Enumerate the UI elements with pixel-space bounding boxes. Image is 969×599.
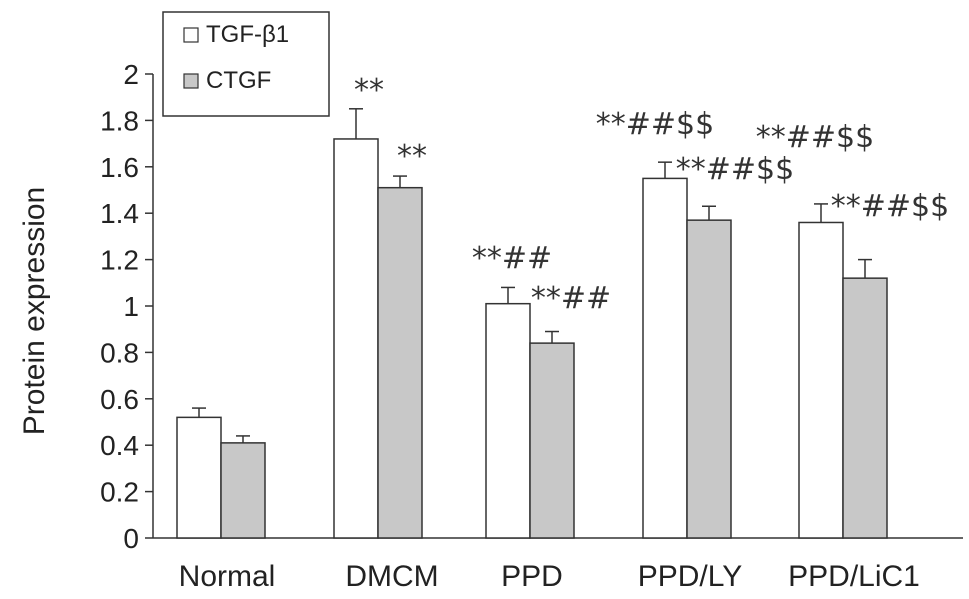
bar-tgf-b1 xyxy=(333,138,379,539)
legend: TGF-β1 CTGF xyxy=(162,11,330,117)
y-tick-label: 0 xyxy=(123,523,139,554)
significance-label: **## xyxy=(531,281,611,316)
category-label: PPD xyxy=(501,560,563,593)
legend-swatch xyxy=(183,27,199,43)
y-tick-label: 0.6 xyxy=(100,384,139,415)
y-tick-label: 1.2 xyxy=(100,245,139,276)
y-tick-label: 0.2 xyxy=(100,477,139,508)
significance-label: **## xyxy=(472,241,552,276)
bar-tgf-b1 xyxy=(642,177,688,539)
y-tick-label: 1 xyxy=(123,291,139,322)
bar-ctgf xyxy=(377,186,423,539)
y-tick-label: 0.4 xyxy=(100,430,139,461)
legend-label: TGF-β1 xyxy=(206,21,289,48)
category-label: Normal xyxy=(179,560,276,593)
bar-tgf-b1 xyxy=(176,416,222,539)
category-label: DMCM xyxy=(345,560,438,593)
y-axis-title: Protein expression xyxy=(18,187,51,435)
y-tick-label: 1.6 xyxy=(100,152,139,183)
significance-label: **##$$ xyxy=(831,189,949,224)
category-label: PPD/LY xyxy=(638,560,743,593)
y-tick-label: 0.8 xyxy=(100,337,139,368)
significance-label: **##$$ xyxy=(756,120,874,155)
bar-tgf-b1 xyxy=(485,302,531,539)
bars xyxy=(176,108,888,539)
axes: 0 0.2 0.4 0.6 0.8 1 1.2 1.4 1.6 1.8 2 Protein expre… xyxy=(18,59,963,554)
significance-label: **##$$ xyxy=(676,152,794,187)
bar-ctgf xyxy=(686,219,732,539)
significance-label: ** xyxy=(397,139,427,174)
legend-swatch xyxy=(183,73,199,89)
significance-label: **##$$ xyxy=(596,107,714,142)
bar-ctgf xyxy=(220,442,266,539)
bar-ctgf xyxy=(842,277,888,539)
significance-label: ** xyxy=(354,73,384,108)
y-tick-label: 2 xyxy=(123,59,139,90)
y-tick-label: 1.8 xyxy=(100,105,139,136)
y-tick-label: 1.4 xyxy=(100,198,139,229)
category-label: PPD/LiC1 xyxy=(788,560,920,593)
labels: Normal DMCM PPD PPD/LY PPD/LiC1****##**##$$ *… xyxy=(179,73,950,593)
bar-tgf-b1 xyxy=(798,221,844,539)
legend-label: CTGF xyxy=(206,67,271,94)
bar-ctgf xyxy=(529,342,575,539)
